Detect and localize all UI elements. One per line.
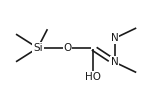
Text: N: N (111, 57, 118, 67)
Text: Si: Si (33, 43, 43, 53)
Text: N: N (111, 33, 118, 43)
Text: HO: HO (85, 72, 101, 82)
Text: O: O (63, 43, 72, 53)
